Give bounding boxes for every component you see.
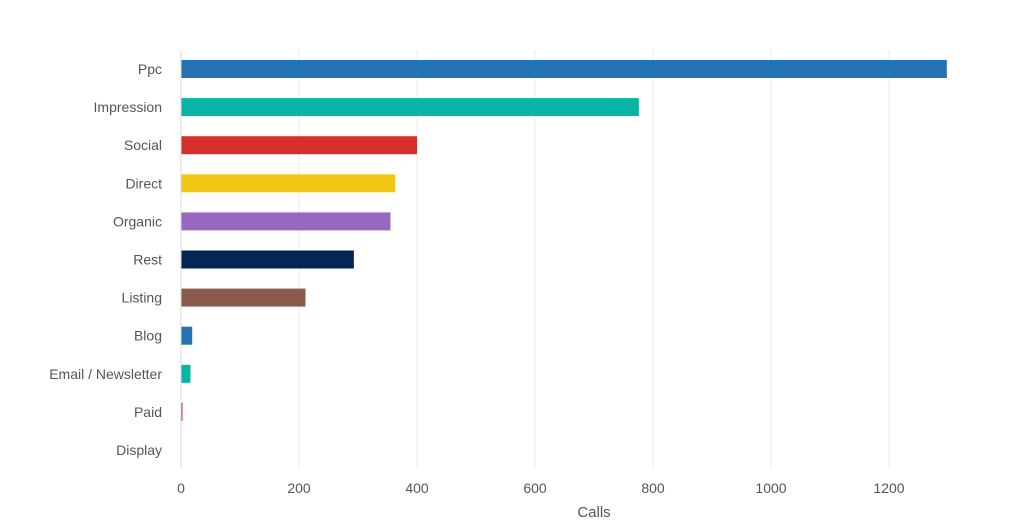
x-tick-label: 1000 (755, 480, 786, 496)
category-label: Social (124, 137, 162, 153)
x-axis-title: Calls (577, 504, 610, 521)
bar-rest (181, 250, 354, 269)
category-labels: Ppc Impression Social Direct Organic Rest List… (49, 61, 162, 458)
bar-listing (181, 288, 306, 307)
x-tick-label: 800 (641, 480, 665, 496)
category-label: Organic (113, 213, 162, 229)
bar-social (181, 136, 417, 155)
x-tick-label: 600 (523, 480, 547, 496)
category-label: Listing (122, 290, 162, 306)
gridlines (298, 50, 890, 468)
category-label: Rest (133, 252, 162, 268)
category-label: Direct (125, 175, 162, 191)
bar-direct (181, 174, 396, 193)
bars (181, 60, 947, 421)
category-label: Email / Newsletter (49, 366, 162, 382)
bar-email-newsletter (181, 364, 191, 383)
bar-ppc (181, 60, 947, 78)
category-label: Display (116, 442, 162, 458)
category-label: Blog (134, 328, 162, 344)
bar-blog (181, 326, 193, 345)
bar-impression (181, 98, 639, 117)
x-tick-label: 1200 (873, 480, 904, 496)
x-axis-ticks: 0 200 400 600 800 1000 1200 (177, 480, 905, 496)
category-label: Paid (134, 404, 162, 420)
bar-organic (181, 212, 391, 231)
x-tick-label: 200 (287, 480, 311, 496)
category-label: Impression (94, 99, 162, 115)
x-tick-label: 0 (177, 480, 185, 496)
category-label: Ppc (138, 61, 162, 77)
x-tick-label: 400 (405, 480, 429, 496)
bar-paid (181, 402, 183, 421)
